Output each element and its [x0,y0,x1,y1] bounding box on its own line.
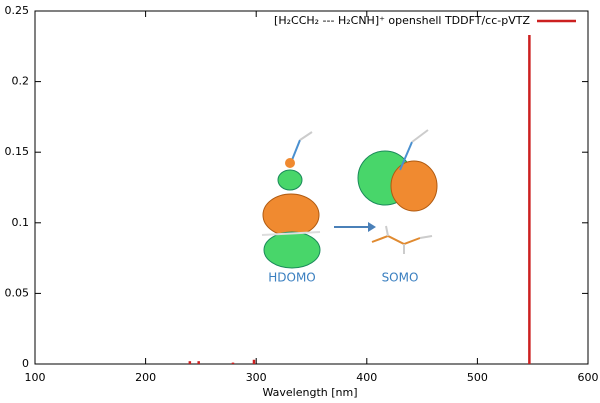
legend-label: [H₂CCH₂ --- H₂CNH]⁺ openshell TDDFT/cc-p… [274,14,530,27]
plot-frame [34,10,589,365]
y-tick-label: 0.05 [5,286,30,299]
x-tick-label: 100 [25,371,46,384]
orbital-label: HDOMO [268,271,316,285]
y-tick-label: 0 [22,357,29,370]
y-tick-label: 0.2 [12,75,30,88]
x-tick-label: 300 [246,371,267,384]
orbital-label: SOMO [382,271,419,285]
orbital-illustration [261,129,438,269]
x-axis-label: Wavelength [nm] [262,386,357,399]
x-tick-label: 500 [467,371,488,384]
x-tick-label: 600 [578,371,599,384]
x-tick-label: 400 [356,371,377,384]
x-tick-label: 200 [135,371,156,384]
y-tick-label: 0.15 [5,145,30,158]
y-tick-label: 0.1 [12,216,30,229]
y-tick-label: 0.25 [5,4,30,17]
